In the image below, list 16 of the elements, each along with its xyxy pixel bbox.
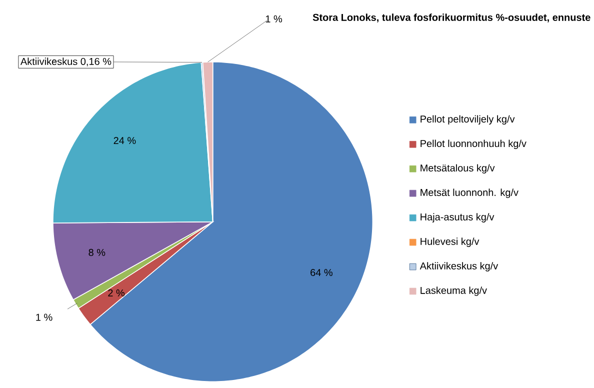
legend-label: Hulevesi kg/v xyxy=(420,238,480,248)
legend-label: Haja-asutus kg/v xyxy=(420,213,494,223)
chart-title: Stora Lonoks, tuleva fosforikuormitus %-osuudet, ennuste xyxy=(312,14,590,23)
data-label: 2 % xyxy=(108,290,125,297)
legend-label: Pellot peltoviljely kg/v xyxy=(420,115,515,125)
data-label: Aktiivikeskus 0,16 % xyxy=(20,58,112,66)
legend-label: Pellot luonnonhuuh kg/v xyxy=(420,140,526,150)
data-label: 64 % xyxy=(310,269,332,276)
data-label: 24 % xyxy=(114,137,136,144)
legend-label: Metsätalous kg/v xyxy=(420,164,495,174)
legend-label: Laskeuma kg/v xyxy=(420,286,487,296)
data-label: 1 % xyxy=(266,16,282,23)
legend-label: Metsät luonnonh. kg/v xyxy=(420,188,518,198)
data-label: 8 % xyxy=(88,249,106,256)
data-label: 1 % xyxy=(36,314,52,321)
legend-label: Aktiivikeskus kg/v xyxy=(420,262,498,272)
